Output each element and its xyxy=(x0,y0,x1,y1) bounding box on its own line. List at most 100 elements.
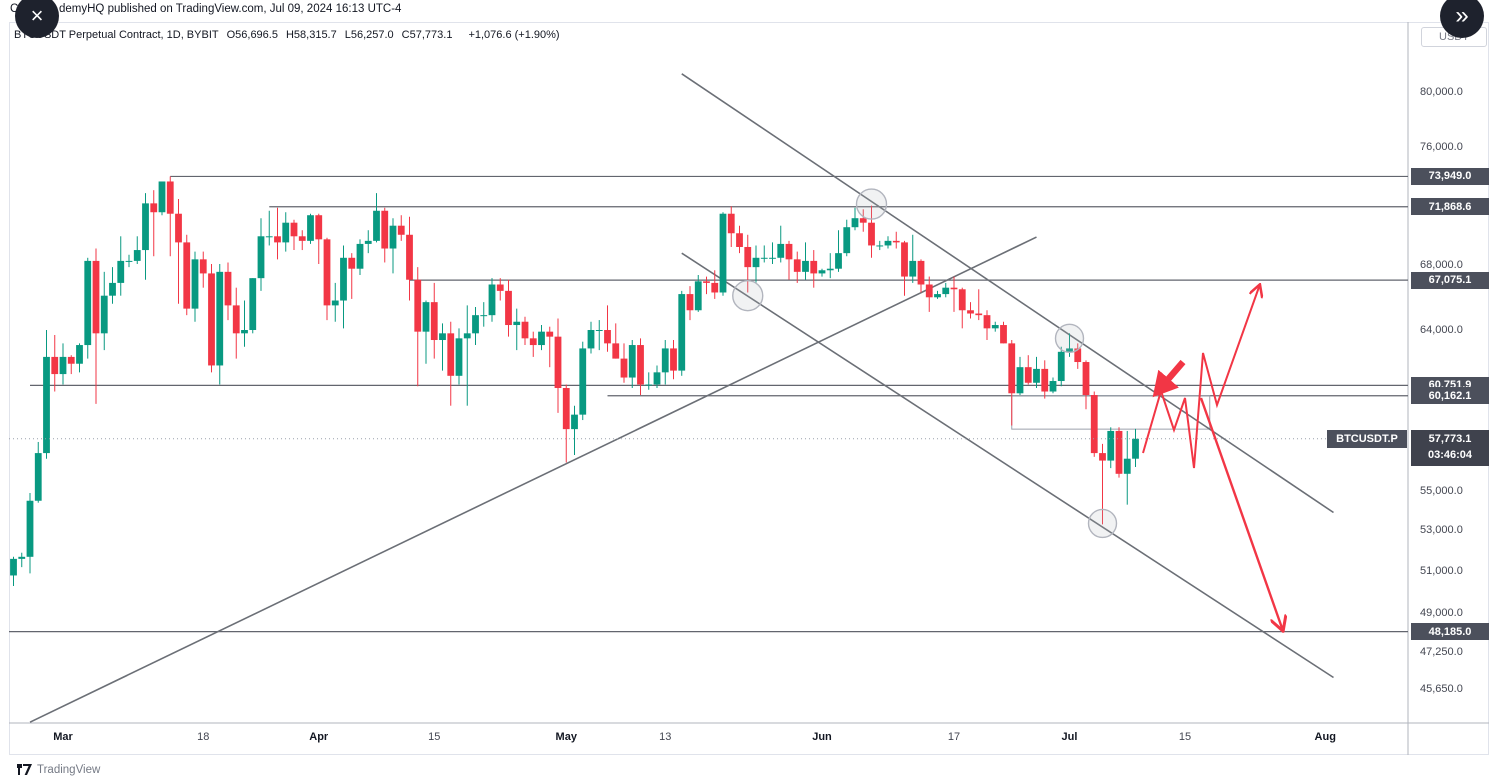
candle-body xyxy=(818,270,826,274)
candle-body xyxy=(901,242,908,277)
candle-body xyxy=(843,227,851,254)
candle-body xyxy=(191,259,199,309)
candle-body xyxy=(777,243,785,258)
candle-body xyxy=(562,388,570,430)
price-tick-label: 55,000.0 xyxy=(1420,484,1463,497)
candle-body xyxy=(694,281,702,311)
bullish-projection-zigzag[interactable] xyxy=(1142,287,1259,469)
close-button[interactable]: × xyxy=(15,0,59,38)
candle-body xyxy=(637,345,644,385)
channel-upper[interactable] xyxy=(681,73,1334,514)
candle-body xyxy=(472,315,479,334)
candle-body xyxy=(670,348,677,371)
candle-body xyxy=(884,240,892,246)
candle-body xyxy=(1057,351,1065,382)
candle-body xyxy=(991,325,999,329)
candle-body xyxy=(505,290,512,326)
candle-body xyxy=(331,300,339,306)
candle-body xyxy=(917,260,925,285)
ohlc-c: C57,773.1 xyxy=(401,29,453,41)
candle-body xyxy=(645,384,653,386)
candle-body xyxy=(166,181,174,214)
candle-body xyxy=(84,260,92,346)
touch-highlight-circle[interactable] xyxy=(732,279,764,312)
price-tick-label: 64,000.0 xyxy=(1420,323,1463,336)
time-tick-label-18: 18 xyxy=(197,731,210,743)
candle-body xyxy=(381,210,389,249)
candle-body xyxy=(744,246,752,268)
candle-body xyxy=(835,253,842,269)
candle-body xyxy=(51,356,59,375)
time-tick-label-aug: Aug xyxy=(1314,731,1336,743)
price-level-badge: 48,185.0 xyxy=(1411,623,1489,641)
candle-body xyxy=(463,333,471,339)
candle-body xyxy=(414,279,422,332)
candle-body xyxy=(678,294,686,371)
publisher-prefix: C xyxy=(10,3,19,15)
candle-body xyxy=(752,257,760,268)
candle-body xyxy=(488,284,496,316)
candle-body xyxy=(760,257,768,259)
next-button[interactable]: » xyxy=(1440,0,1484,38)
time-tick-label-jul: Jul xyxy=(1061,731,1078,743)
candle-body xyxy=(1090,395,1098,454)
candle-body xyxy=(100,295,108,334)
candle-body xyxy=(183,242,191,309)
candle-body xyxy=(711,282,719,293)
candle-body xyxy=(950,287,958,290)
candle-body xyxy=(785,243,793,260)
candle-body xyxy=(323,239,331,306)
candle-body xyxy=(257,236,265,279)
price-change: +1,076.6 (+1.90%) xyxy=(468,29,560,41)
candle-body xyxy=(703,281,710,283)
symbol-header: BTCUSDT Perpetual Contract, 1D, BYBIT O56… xyxy=(14,29,568,41)
price-level-badge: 60,162.1 xyxy=(1411,387,1489,405)
candle-body xyxy=(76,345,83,364)
price-level-badge: 71,868.6 xyxy=(1411,198,1489,216)
channel-lower[interactable] xyxy=(681,252,1334,679)
candle-body xyxy=(793,259,801,272)
tradingview-attribution[interactable]: TradingView xyxy=(17,763,100,776)
price-level-badge: 73,949.0 xyxy=(1411,167,1489,185)
candle-body xyxy=(579,348,587,415)
symbol-description[interactable]: BTCUSDT Perpetual Contract, 1D, BYBIT xyxy=(14,29,219,41)
time-tick-label-15: 15 xyxy=(1178,731,1192,743)
candle-body xyxy=(224,271,232,306)
candle-body xyxy=(406,234,413,280)
candle-body xyxy=(356,243,364,269)
ascending-support[interactable] xyxy=(29,236,1037,723)
candle-body xyxy=(175,213,182,243)
time-tick-label-apr: Apr xyxy=(309,731,329,743)
candle-body xyxy=(529,338,537,346)
chart-widget xyxy=(9,22,1489,755)
candle-body xyxy=(859,218,867,223)
ohlc-values: O56,696.5 H58,315.7 L56,257.0 C57,773.1 xyxy=(227,29,461,41)
time-tick-label-may: May xyxy=(555,731,577,743)
bearish-projection-line[interactable] xyxy=(1199,397,1282,628)
ohlc-h: H58,315.7 xyxy=(285,29,337,41)
candle-body xyxy=(439,333,446,341)
price-level-badge: 67,075.1 xyxy=(1411,271,1489,289)
candle-body xyxy=(249,278,257,330)
candle-body xyxy=(554,336,562,389)
candle-body xyxy=(43,356,50,454)
candle-body xyxy=(216,271,224,366)
price-tick-label: 53,000.0 xyxy=(1420,523,1463,536)
candle-body xyxy=(620,358,628,378)
touch-highlight-circle[interactable] xyxy=(1087,508,1118,539)
candle-body xyxy=(208,273,215,366)
candle-body xyxy=(133,250,141,261)
candle-body xyxy=(604,330,611,344)
touch-highlight-circle[interactable] xyxy=(1054,323,1085,354)
candle-body xyxy=(538,331,545,346)
candle-body xyxy=(892,240,900,243)
touch-highlight-circle[interactable] xyxy=(855,188,888,220)
candle-body xyxy=(315,215,323,240)
retest-arrow[interactable] xyxy=(1152,359,1186,398)
candle-body xyxy=(546,331,554,337)
candle-body xyxy=(571,414,578,430)
candle-body xyxy=(925,284,933,298)
candle-body xyxy=(199,259,207,274)
candle-body xyxy=(851,218,859,228)
